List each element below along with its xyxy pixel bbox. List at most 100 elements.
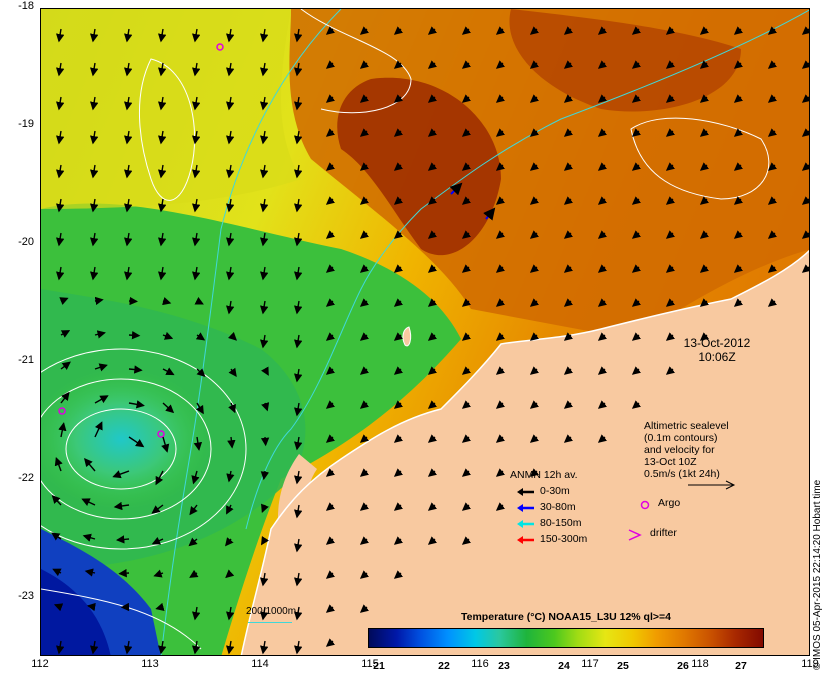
velocity-arrow bbox=[86, 602, 96, 612]
x-tick-label: 119 bbox=[801, 658, 819, 670]
velocity-arrow bbox=[733, 26, 744, 35]
velocity-arrow bbox=[495, 400, 506, 409]
velocity-arrow bbox=[359, 434, 370, 443]
image-datetime: 13-Oct-2012 10:06Z bbox=[662, 336, 772, 364]
velocity-arrow bbox=[325, 332, 336, 341]
velocity-arrow bbox=[260, 436, 270, 447]
velocity-arrow bbox=[699, 128, 710, 137]
velocity-arrow bbox=[597, 230, 608, 239]
velocity-arrow bbox=[393, 26, 404, 35]
velocity-arrow bbox=[260, 470, 270, 481]
velocity-arrow bbox=[226, 300, 235, 315]
colorbar-tick: 25 bbox=[617, 660, 629, 672]
velocity-arrow bbox=[90, 640, 99, 655]
anmn-legend-item-label: 30-80m bbox=[540, 501, 576, 513]
sealevel-contour bbox=[41, 378, 212, 520]
sealevel-note-line: (0.1m contours) bbox=[644, 432, 718, 444]
velocity-arrow bbox=[94, 296, 104, 306]
velocity-arrow bbox=[158, 62, 167, 77]
velocity-arrow bbox=[427, 264, 438, 273]
sealevel-note-line: 0.5m/s (1kt 24h) bbox=[644, 468, 720, 480]
velocity-arrow bbox=[393, 332, 404, 341]
velocity-arrow bbox=[597, 264, 608, 273]
velocity-arrow bbox=[563, 94, 574, 103]
velocity-arrow bbox=[631, 366, 642, 375]
velocity-arrow bbox=[631, 230, 642, 239]
velocity-arrow bbox=[60, 330, 71, 338]
velocity-arrow bbox=[82, 533, 96, 542]
velocity-arrow bbox=[227, 436, 236, 449]
velocity-arrow bbox=[461, 26, 472, 35]
y-tick-label: -18 bbox=[18, 0, 34, 12]
velocity-arrow bbox=[260, 572, 269, 587]
anmn-arrow bbox=[449, 182, 463, 196]
velocity-arrow bbox=[733, 230, 744, 239]
velocity-arrow bbox=[359, 570, 370, 579]
velocity-arrow bbox=[113, 501, 130, 511]
velocity-arrow bbox=[461, 298, 472, 307]
velocity-arrow bbox=[226, 470, 235, 483]
velocity-arrow bbox=[56, 96, 65, 111]
velocity-arrow bbox=[294, 334, 303, 349]
velocity-arrow bbox=[325, 60, 336, 69]
velocity-arrow bbox=[124, 198, 133, 213]
velocity-arrow bbox=[294, 368, 303, 383]
velocity-scale-arrow-icon bbox=[688, 480, 736, 490]
velocity-arrow bbox=[226, 62, 235, 77]
sealevel-contour bbox=[300, 9, 412, 114]
velocity-arrow bbox=[461, 332, 472, 341]
velocity-arrow bbox=[90, 28, 99, 43]
x-tick-label: 116 bbox=[471, 658, 489, 670]
velocity-arrow bbox=[767, 94, 778, 103]
sealevel-contour bbox=[630, 117, 770, 200]
velocity-arrow bbox=[699, 196, 710, 205]
argo-float bbox=[157, 430, 165, 438]
velocity-arrow bbox=[294, 198, 303, 213]
coldest-patch bbox=[41, 569, 111, 655]
velocity-arrow bbox=[665, 60, 676, 69]
velocity-arrow bbox=[461, 434, 472, 443]
velocity-arrow bbox=[597, 128, 608, 137]
velocity-arrow bbox=[90, 62, 99, 77]
velocity-arrow bbox=[665, 264, 676, 273]
velocity-arrow bbox=[228, 402, 236, 414]
velocity-arrow bbox=[665, 366, 676, 375]
velocity-arrow bbox=[325, 26, 336, 35]
colorbar-tick: 27 bbox=[735, 660, 747, 672]
velocity-arrow bbox=[294, 232, 303, 247]
velocity-arrow bbox=[162, 367, 175, 376]
velocity-arrow bbox=[563, 264, 574, 273]
velocity-arrow bbox=[359, 162, 370, 171]
velocity-arrow bbox=[359, 94, 370, 103]
velocity-arrow bbox=[631, 264, 642, 273]
isobath-scale-line bbox=[248, 622, 292, 623]
velocity-arrow bbox=[427, 162, 438, 171]
velocity-arrow bbox=[118, 568, 130, 578]
x-tick-label: 115 bbox=[361, 658, 379, 670]
argo-float bbox=[216, 43, 224, 51]
velocity-arrow bbox=[51, 495, 62, 506]
velocity-arrow bbox=[128, 436, 145, 448]
velocity-arrow bbox=[699, 264, 710, 273]
velocity-arrow bbox=[94, 421, 103, 438]
velocity-arrow bbox=[325, 366, 336, 375]
velocity-arrow bbox=[53, 603, 64, 612]
velocity-arrow bbox=[563, 230, 574, 239]
velocity-arrow bbox=[699, 298, 710, 307]
velocity-arrow bbox=[427, 298, 438, 307]
y-tick-label: -23 bbox=[18, 590, 34, 602]
velocity-arrow bbox=[226, 96, 235, 111]
velocity-arrow bbox=[192, 164, 201, 179]
sealevel-note-line: 13-Oct 10Z bbox=[644, 456, 697, 468]
velocity-arrow bbox=[151, 536, 164, 545]
velocity-arrow bbox=[162, 331, 174, 340]
velocity-arrow bbox=[563, 332, 574, 341]
velocity-arrow bbox=[495, 60, 506, 69]
velocity-arrow bbox=[495, 230, 506, 239]
velocity-arrow bbox=[153, 569, 164, 578]
credit-text: © IMOS 05-Apr-2015 22:14:20 Hobart time bbox=[812, 479, 823, 670]
velocity-arrow bbox=[56, 232, 65, 247]
velocity-arrow bbox=[226, 266, 235, 281]
island bbox=[402, 326, 412, 347]
velocity-arrow bbox=[427, 366, 438, 375]
